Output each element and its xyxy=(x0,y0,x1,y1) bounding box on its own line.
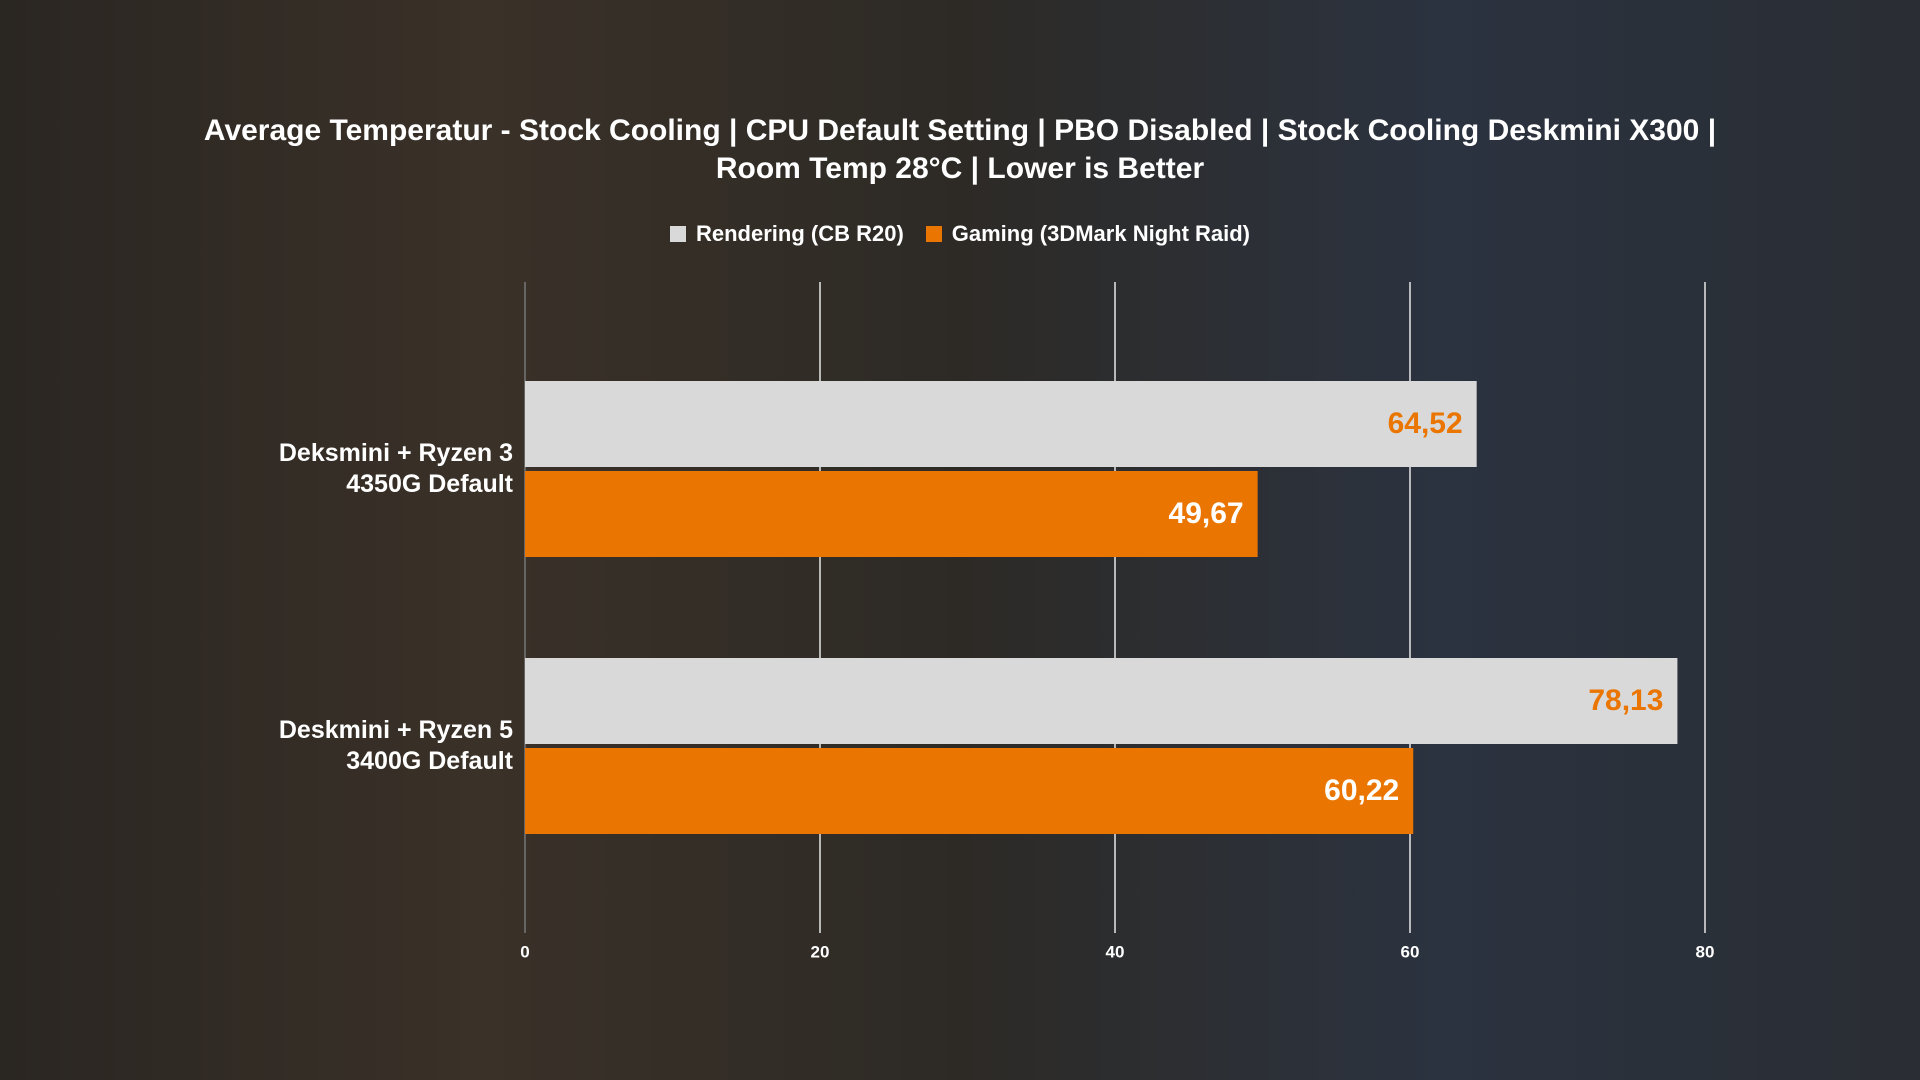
x-tick-label: 40 xyxy=(1106,942,1125,961)
category-label: Deskmini + Ryzen 5 3400G Default xyxy=(278,716,513,775)
category-label: Deksmini + Ryzen 3 4350G Default xyxy=(278,439,513,498)
value-label: 64,52 xyxy=(1388,407,1463,440)
value-label: 60,22 xyxy=(1324,774,1399,807)
value-label: 49,67 xyxy=(1169,497,1244,530)
legend-swatch xyxy=(925,226,942,242)
x-tick-label: 20 xyxy=(811,942,830,961)
legend-item: Gaming (3DMark Night Raid) xyxy=(925,221,1251,247)
bar xyxy=(525,471,1258,557)
legend-label: Gaming (3DMark Night Raid) xyxy=(951,221,1251,246)
bar xyxy=(525,381,1477,467)
value-label: 78,13 xyxy=(1588,684,1663,717)
x-tick-label: 0 xyxy=(520,942,529,961)
x-tick-label: 60 xyxy=(1401,942,1420,961)
legend-swatch xyxy=(669,226,686,242)
legend: Rendering (CB R20) Gaming (3DMark Night R… xyxy=(0,221,1920,247)
legend-label: Rendering (CB R20) xyxy=(695,221,904,246)
bar xyxy=(525,748,1414,834)
legend-item: Rendering (CB R20) xyxy=(669,221,904,247)
chart-title: Average Temperatur - Stock Cooling | CPU… xyxy=(203,114,1717,185)
x-tick-label: 80 xyxy=(1696,942,1715,961)
bar xyxy=(525,658,1678,744)
